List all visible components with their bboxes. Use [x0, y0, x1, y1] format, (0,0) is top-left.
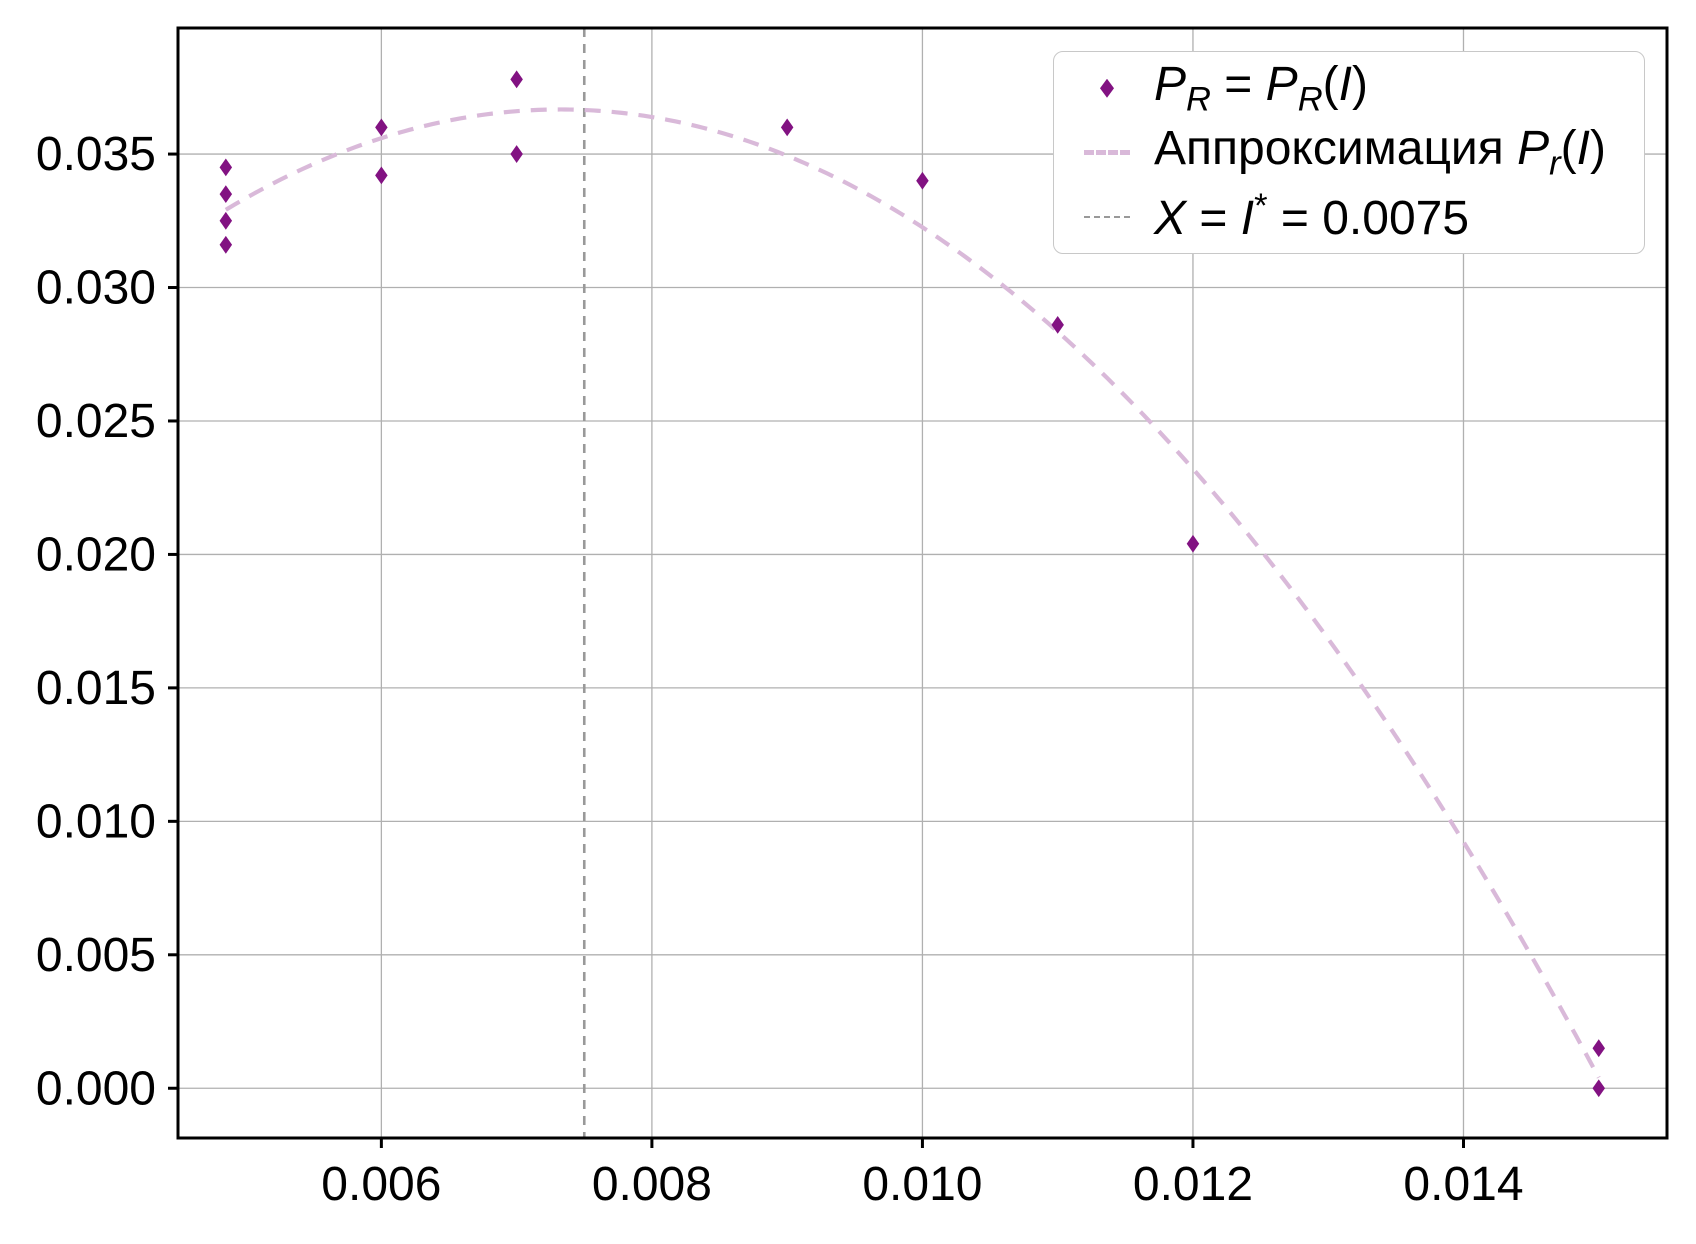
svg-text:0.000: 0.000 — [36, 1062, 156, 1115]
svg-text:0.015: 0.015 — [36, 662, 156, 715]
svg-text:0.035: 0.035 — [36, 128, 156, 181]
svg-text:0.025: 0.025 — [36, 395, 156, 448]
svg-text:0.012: 0.012 — [1133, 1158, 1253, 1211]
svg-text:0.030: 0.030 — [36, 262, 156, 315]
svg-text:0.014: 0.014 — [1403, 1158, 1523, 1211]
svg-text:0.008: 0.008 — [592, 1158, 712, 1211]
svg-text:0.006: 0.006 — [321, 1158, 441, 1211]
svg-text:0.020: 0.020 — [36, 528, 156, 581]
svg-text:0.005: 0.005 — [36, 929, 156, 982]
svg-text:0.010: 0.010 — [36, 795, 156, 848]
svg-text:0.010: 0.010 — [862, 1158, 982, 1211]
